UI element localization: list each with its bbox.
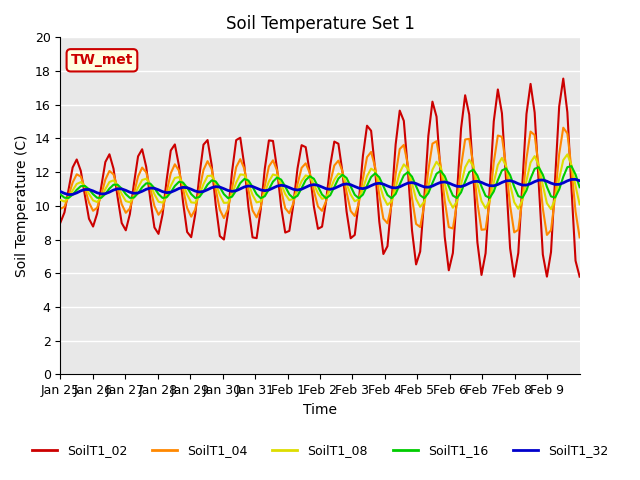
Legend: SoilT1_02, SoilT1_04, SoilT1_08, SoilT1_16, SoilT1_32: SoilT1_02, SoilT1_04, SoilT1_08, SoilT1_… [27, 440, 613, 463]
Text: TW_met: TW_met [71, 53, 133, 67]
Y-axis label: Soil Temperature (C): Soil Temperature (C) [15, 134, 29, 277]
X-axis label: Time: Time [303, 403, 337, 417]
Title: Soil Temperature Set 1: Soil Temperature Set 1 [225, 15, 415, 33]
